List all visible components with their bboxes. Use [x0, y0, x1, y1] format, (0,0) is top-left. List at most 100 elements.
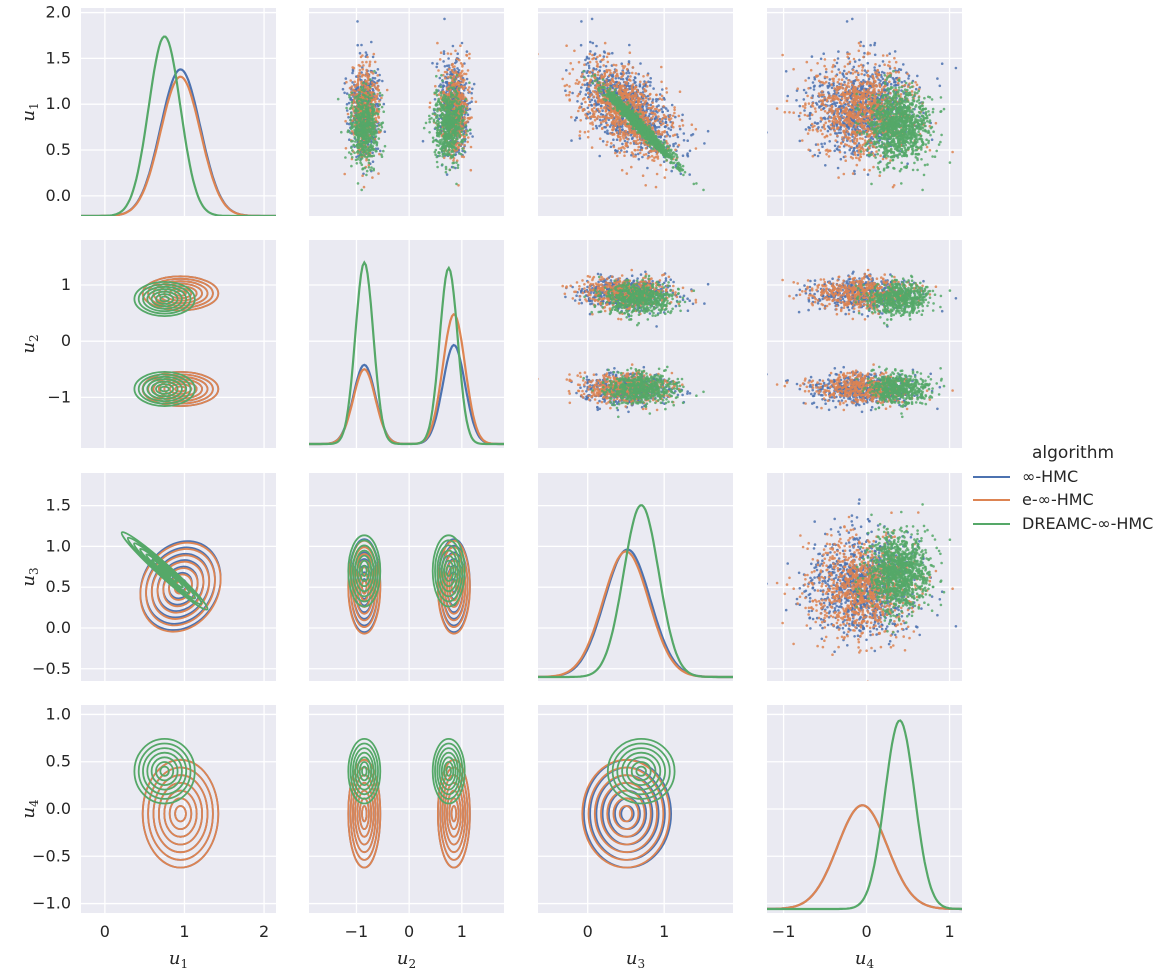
scatter-point: [365, 169, 369, 173]
scatter-point: [444, 141, 447, 145]
scatter-point: [357, 130, 360, 133]
scatter-point: [662, 160, 666, 163]
scatter-point: [435, 88, 438, 92]
scatter-point: [600, 104, 603, 108]
scatter-point: [588, 70, 591, 74]
scatter-point: [579, 43, 583, 47]
scatter-point: [444, 170, 448, 174]
scatter-point: [445, 133, 448, 137]
scatter-point: [361, 101, 364, 104]
scatter-point: [365, 71, 368, 74]
scatter-point: [633, 76, 637, 79]
scatter-point: [458, 119, 461, 123]
scatter-point: [357, 156, 361, 159]
scatter-point: [460, 122, 464, 125]
scatter-point: [601, 140, 605, 143]
scatter-point: [630, 137, 634, 141]
scatter-point: [706, 129, 710, 133]
scatter-point: [468, 128, 472, 132]
scatter-point: [636, 138, 640, 142]
scatter-point: [356, 43, 360, 47]
scatter-point: [607, 74, 611, 78]
scatter-point: [361, 60, 364, 64]
scatter-point: [360, 120, 364, 123]
scatter-point: [433, 98, 437, 101]
scatter-point: [358, 71, 361, 75]
scatter-point: [433, 150, 437, 154]
scatter-point: [629, 75, 632, 78]
scatter-point: [673, 106, 676, 109]
scatter-point: [452, 146, 455, 149]
scatter-point: [428, 114, 431, 118]
scatter-point: [581, 72, 584, 76]
scatter-point: [446, 75, 450, 79]
scatter-point: [622, 132, 626, 135]
scatter-point: [669, 128, 673, 132]
scatter-point: [616, 116, 620, 119]
scatter-point: [583, 83, 587, 87]
scatter-point: [438, 141, 442, 145]
scatter-point: [370, 135, 373, 139]
scatter-point: [463, 62, 466, 65]
scatter-point: [353, 135, 357, 139]
scatter-point: [365, 115, 369, 118]
scatter-point: [436, 131, 440, 135]
scatter-point: [632, 79, 636, 82]
scatter-point: [365, 173, 368, 177]
scatter-point: [443, 17, 446, 21]
scatter-point: [442, 105, 445, 109]
scatter-point: [639, 62, 642, 65]
scatter-point: [628, 129, 632, 133]
scatter-point: [657, 115, 660, 118]
scatter-point: [352, 144, 356, 147]
scatter-point: [620, 87, 623, 90]
scatter-point: [663, 176, 667, 179]
scatter-point: [634, 155, 637, 158]
scatter-point: [371, 127, 375, 130]
scatter-point: [371, 151, 374, 155]
scatter-point: [456, 121, 459, 125]
scatter-point: [577, 109, 580, 113]
scatter-point: [375, 142, 379, 145]
scatter-point: [463, 135, 466, 139]
scatter-point: [343, 91, 346, 95]
scatter-point: [580, 86, 583, 89]
scatter-point: [377, 172, 380, 175]
scatter-point: [364, 144, 367, 147]
scatter-point: [434, 84, 437, 88]
scatter-point: [598, 110, 601, 113]
scatter-point: [468, 81, 471, 84]
scatter-point: [637, 72, 640, 76]
scatter-point: [370, 92, 374, 95]
scatter-point: [443, 151, 446, 155]
scatter-point: [590, 104, 594, 107]
scatter-point: [610, 142, 613, 145]
scatter-point: [594, 85, 598, 88]
scatter-point: [372, 167, 376, 171]
scatter-point: [358, 68, 362, 72]
scatter-point: [454, 70, 458, 73]
scatter-point: [465, 111, 468, 114]
scatter-point: [455, 74, 459, 77]
scatter-point: [367, 107, 370, 111]
scatter-point: [458, 135, 461, 139]
scatter-point: [615, 154, 619, 158]
scatter-point: [580, 75, 583, 78]
scatter-point: [364, 82, 368, 85]
scatter-point: [645, 81, 648, 84]
scatter-point: [610, 105, 613, 108]
scatter-point: [455, 101, 459, 105]
scatter-point: [453, 78, 456, 82]
scatter-point: [470, 96, 474, 100]
scatter-point: [661, 110, 664, 114]
scatter-point: [598, 137, 602, 140]
scatter-point: [345, 122, 349, 125]
scatter-point: [625, 132, 628, 135]
scatter-point: [361, 81, 365, 85]
scatter-point: [460, 96, 464, 99]
scatter-point: [627, 96, 630, 99]
scatter-point: [371, 76, 375, 80]
scatter-point: [623, 154, 626, 157]
scatter-point: [349, 93, 353, 97]
scatter-point: [603, 70, 606, 73]
